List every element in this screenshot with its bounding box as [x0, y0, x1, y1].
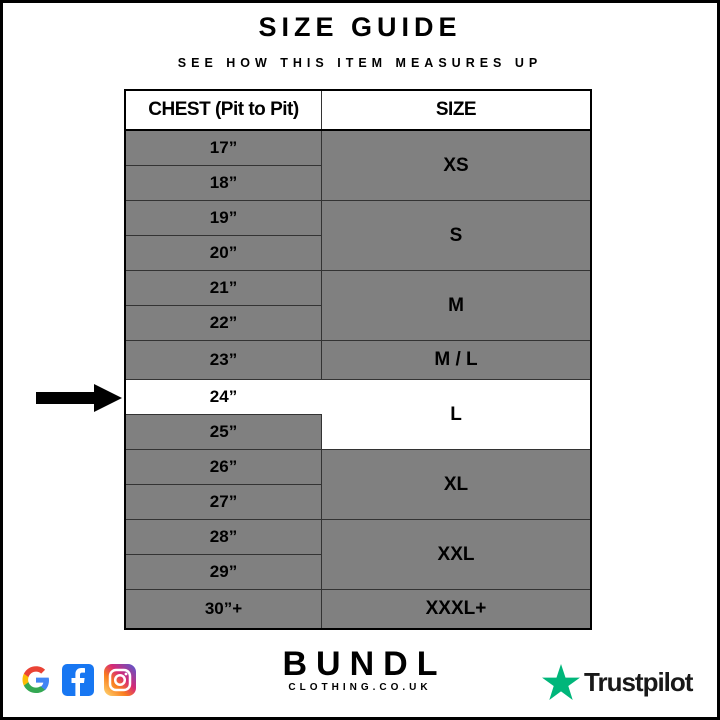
size-table: CHEST (Pit to Pit) SIZE 17” XS 18” 19” S 2…: [124, 89, 592, 630]
chest-cell: 25”: [124, 414, 322, 450]
size-cell: S: [321, 200, 592, 271]
chest-cell: 26”: [124, 449, 322, 485]
column-header-chest: CHEST (Pit to Pit): [124, 89, 322, 131]
chest-cell: 17”: [124, 129, 322, 166]
arrow-right-icon: [36, 384, 122, 412]
table-row-highlighted: 24” L: [124, 379, 592, 450]
brand-logo: BUNDL CLOTHING.CO.UK: [260, 646, 460, 693]
trustpilot-label: Trustpilot: [584, 666, 693, 697]
brand-domain: CLOTHING.CO.UK: [288, 682, 432, 693]
trustpilot-logo[interactable]: Trustpilot: [542, 664, 693, 700]
chest-cell: 27”: [124, 484, 322, 520]
table-row: 19” S: [124, 200, 592, 271]
table-row: 20”: [124, 235, 591, 271]
facebook-icon[interactable]: [62, 664, 94, 696]
column-header-size: SIZE: [321, 89, 592, 131]
size-cell: XXL: [321, 519, 592, 590]
size-cell-highlighted: L: [321, 379, 592, 450]
chest-cell: 18”: [124, 165, 322, 201]
chest-cell: 28”: [124, 519, 322, 555]
chest-cell: 19”: [124, 200, 322, 236]
chest-cell: 23”: [124, 340, 322, 380]
brand-name: BUNDL: [282, 645, 447, 683]
table-row: 29”: [124, 554, 591, 590]
table-row: 22”: [124, 305, 591, 341]
table-row: 25”: [124, 414, 591, 450]
chest-cell: 29”: [124, 554, 322, 590]
trustpilot-star-icon: [542, 664, 580, 700]
google-icon[interactable]: [20, 664, 52, 696]
table-row: 23” M / L: [124, 340, 592, 380]
size-cell: M: [321, 270, 592, 341]
table-row: 28” XXL: [124, 519, 592, 590]
size-cell: XL: [321, 449, 592, 520]
table-row: 17” XS: [124, 129, 592, 201]
table-row: 30”+ XXXL+: [124, 589, 592, 630]
page-title: SIZE GUIDE: [258, 12, 462, 42]
size-cell: XS: [321, 129, 592, 201]
social-icons: [20, 664, 136, 696]
table-row: 21” M: [124, 270, 592, 341]
table-header: CHEST (Pit to Pit) SIZE: [124, 89, 592, 131]
chest-cell-highlighted: 24”: [124, 379, 322, 415]
size-cell: XXXL+: [321, 589, 592, 630]
page-subtitle: SEE HOW THIS ITEM MEASURES UP: [177, 56, 543, 70]
instagram-icon[interactable]: [104, 664, 136, 696]
chest-cell: 21”: [124, 270, 322, 306]
table-row: 26” XL: [124, 449, 592, 520]
chest-cell: 22”: [124, 305, 322, 341]
chest-cell: 20”: [124, 235, 322, 271]
chest-cell: 30”+: [124, 589, 322, 630]
size-cell: M / L: [321, 340, 592, 380]
table-row: 27”: [124, 484, 591, 520]
